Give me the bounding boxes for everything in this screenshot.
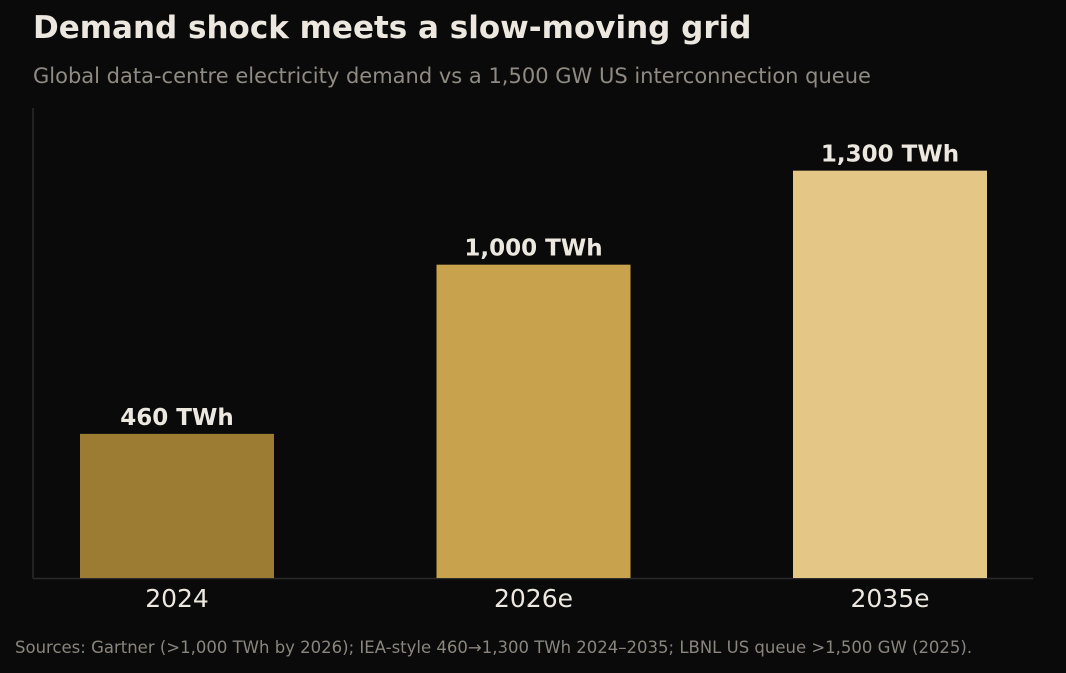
x-tick-label-2035e: 2035e xyxy=(850,584,929,613)
x-tick-label-2026e: 2026e xyxy=(494,584,573,613)
bar-2024 xyxy=(80,433,274,578)
x-tick-label-2024: 2024 xyxy=(145,584,209,613)
chart-subtitle: Global data-centre electricity demand vs… xyxy=(33,64,871,88)
bar-2026e xyxy=(436,264,631,578)
source-note: Sources: Gartner (>1,000 TWh by 2026); I… xyxy=(15,638,973,657)
data-label-2024: 460 TWh xyxy=(120,405,233,431)
bars-group: 460 TWh 2024 1,000 TWh 2026e 1,300 TWh 2035e xyxy=(80,142,987,613)
chart-title: Demand shock meets a slow-moving grid xyxy=(33,10,752,46)
bar-2035e xyxy=(793,170,987,578)
data-label-2035e: 1,300 TWh xyxy=(821,142,959,168)
data-label-2026e: 1,000 TWh xyxy=(464,236,602,262)
